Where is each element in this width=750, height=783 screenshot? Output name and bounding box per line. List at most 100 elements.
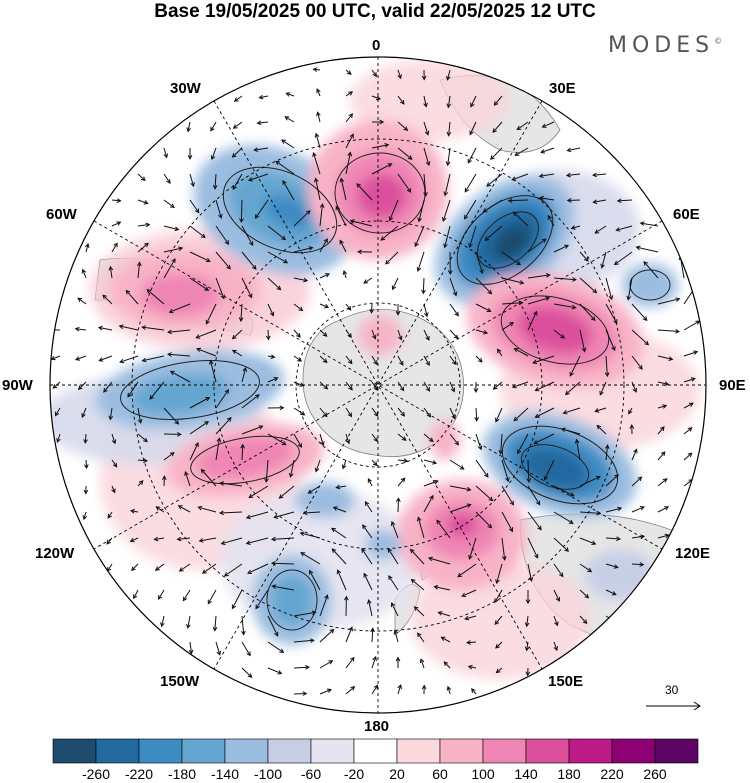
wind-arrowhead bbox=[226, 417, 232, 422]
wind-arrow bbox=[189, 225, 206, 238]
wind-arrow bbox=[490, 147, 503, 160]
wind-arrow bbox=[438, 611, 451, 617]
wind-arrow bbox=[199, 537, 217, 542]
wind-arrowhead bbox=[416, 516, 422, 522]
wind-arrowhead bbox=[83, 464, 89, 470]
wind-arrow bbox=[75, 355, 87, 361]
wind-arrowhead bbox=[255, 604, 260, 610]
wind-arrowhead bbox=[323, 384, 329, 390]
wind-arrowhead bbox=[493, 101, 499, 106]
wind-arrow bbox=[293, 666, 309, 669]
wind-arrowhead bbox=[146, 289, 152, 294]
wind-arrowhead bbox=[77, 297, 83, 303]
wind-arrow bbox=[137, 242, 149, 253]
wind-arrowhead bbox=[443, 661, 449, 666]
wind-arrowhead bbox=[176, 536, 182, 542]
wind-arrow bbox=[178, 505, 191, 513]
wind-arrow bbox=[423, 303, 428, 317]
wind-arrow bbox=[567, 199, 581, 201]
wind-arrow bbox=[683, 427, 693, 435]
reference-vector-label: 30 bbox=[665, 683, 679, 697]
wind-arrow bbox=[220, 482, 243, 487]
wind-arrowhead bbox=[486, 307, 492, 312]
wind-arrowhead bbox=[388, 216, 394, 222]
wind-arrow bbox=[345, 657, 355, 669]
wind-arrow bbox=[631, 476, 642, 487]
colorbar-swatch bbox=[310, 738, 355, 764]
wind-arrow bbox=[657, 381, 669, 385]
wind-arrow bbox=[137, 407, 142, 423]
wind-arrowhead bbox=[466, 503, 472, 508]
wind-arrowhead bbox=[176, 431, 182, 437]
wind-arrowhead bbox=[425, 161, 431, 167]
wind-arrowhead bbox=[587, 567, 593, 573]
wind-arrow bbox=[335, 206, 347, 227]
wind-arrow bbox=[107, 511, 113, 519]
wind-arrowhead bbox=[440, 636, 446, 641]
wind-arrowhead bbox=[245, 514, 251, 520]
wind-arrow bbox=[449, 485, 471, 491]
wind-arrow bbox=[286, 92, 295, 97]
wind-arrowhead bbox=[425, 335, 430, 341]
wind-arrow bbox=[553, 277, 576, 281]
wind-arrow bbox=[168, 353, 191, 357]
wind-arrow bbox=[501, 511, 513, 532]
wind-arrow bbox=[111, 243, 118, 253]
wind-arrow bbox=[420, 659, 425, 669]
wind-arrowhead bbox=[141, 357, 147, 363]
wind-arrowhead bbox=[349, 133, 354, 139]
wind-arrow bbox=[319, 595, 328, 617]
wind-arrow bbox=[449, 433, 459, 446]
wind-arrow bbox=[449, 459, 464, 470]
wind-arrow bbox=[78, 381, 87, 390]
wind-arrowhead bbox=[125, 289, 131, 295]
wind-arrowhead bbox=[326, 688, 332, 693]
wind-arrow bbox=[593, 199, 607, 203]
wind-arrow bbox=[345, 355, 353, 364]
wind-arrowhead bbox=[611, 591, 617, 596]
wind-arrow bbox=[169, 303, 191, 313]
wind-arrowhead bbox=[113, 242, 118, 248]
wind-arrowhead bbox=[241, 630, 246, 636]
wind-arrowhead bbox=[494, 598, 499, 604]
antarctica bbox=[302, 309, 465, 458]
wind-arrow bbox=[109, 266, 113, 279]
wind-arrowhead bbox=[279, 405, 285, 411]
wind-arrow bbox=[449, 329, 459, 339]
wind-arrow bbox=[513, 407, 529, 422]
wind-arrowhead bbox=[275, 160, 281, 166]
wind-arrow bbox=[207, 589, 217, 604]
wind-arrowhead bbox=[640, 534, 646, 540]
wind-arrowhead bbox=[509, 321, 515, 327]
wind-arrowhead bbox=[569, 371, 574, 377]
wind-arrow bbox=[535, 381, 555, 392]
wind-arrowhead bbox=[492, 385, 498, 390]
wind-arrow bbox=[343, 270, 347, 279]
wind-arrowhead bbox=[688, 402, 694, 407]
wind-arrowhead bbox=[169, 451, 175, 457]
wind-arrowhead bbox=[322, 358, 328, 364]
wind-arrowhead bbox=[517, 449, 522, 455]
wind-arrow bbox=[345, 91, 353, 97]
wind-arrowhead bbox=[616, 536, 622, 542]
wind-arrowhead bbox=[119, 358, 125, 364]
wind-arrow bbox=[319, 303, 329, 308]
wind-arrowhead bbox=[387, 163, 393, 168]
wind-arrowhead bbox=[305, 664, 310, 670]
wind-arrow bbox=[156, 506, 165, 513]
wind-arrowhead bbox=[467, 664, 473, 670]
wind-arrowhead bbox=[617, 506, 623, 512]
wind-arrowhead bbox=[196, 347, 202, 353]
wind-arrowhead bbox=[312, 151, 317, 158]
wind-arrow bbox=[345, 152, 351, 175]
wind-arrowhead bbox=[423, 192, 428, 197]
wind-arrowhead bbox=[565, 172, 571, 178]
wind-arrow bbox=[202, 563, 217, 574]
wind-arrowhead bbox=[574, 438, 580, 444]
wind-arrow bbox=[363, 573, 373, 591]
wind-arrowhead bbox=[300, 410, 306, 416]
wind-arrowhead bbox=[470, 102, 475, 108]
wind-arrow bbox=[475, 433, 482, 450]
wind-arrow bbox=[293, 611, 316, 617]
wind-arrowhead bbox=[484, 472, 489, 478]
